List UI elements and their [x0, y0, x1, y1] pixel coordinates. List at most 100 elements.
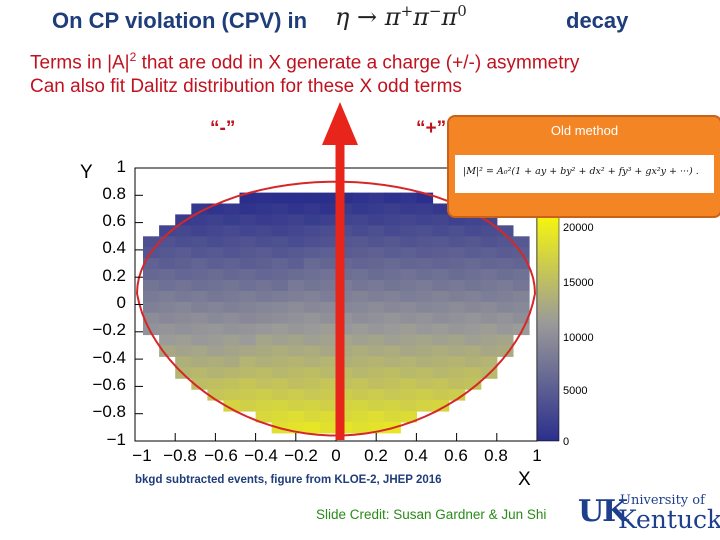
- heatmap-cell: [319, 214, 337, 226]
- heatmap-cell: [480, 258, 498, 270]
- heatmap-cell: [303, 367, 321, 379]
- heatmap-cell: [239, 225, 257, 237]
- heatmap-cell: [271, 345, 289, 357]
- heatmap-cell: [319, 411, 337, 423]
- heatmap-cell: [287, 345, 305, 357]
- heatmap-cell: [384, 411, 401, 423]
- heatmap-cell: [287, 378, 305, 390]
- pi-zero: π: [441, 3, 458, 31]
- heatmap-cell: [175, 323, 192, 336]
- heatmap-cell: [191, 378, 208, 390]
- heatmap-cell: [175, 312, 192, 325]
- heatmap-cell: [416, 236, 434, 248]
- heatmap-cell: [287, 247, 305, 259]
- heatmap-cell: [255, 279, 273, 292]
- heatmap-cell: [191, 258, 208, 270]
- heatmap-cell: [416, 279, 434, 292]
- heatmap-cell: [191, 225, 208, 237]
- heatmap-cell: [271, 334, 289, 346]
- heatmap-cell: [175, 290, 192, 303]
- heatmap-cell: [464, 378, 482, 390]
- heatmap-cell: [287, 411, 305, 423]
- heatmap-cell: [287, 192, 305, 205]
- heatmap-cell: [255, 269, 273, 281]
- heatmap-cell: [319, 192, 337, 205]
- x-tick-label: −0.8: [163, 446, 197, 465]
- heatmap-cell: [400, 236, 417, 248]
- heatmap-cell: [416, 269, 434, 281]
- heatmap-cell: [480, 334, 498, 346]
- heatmap-cell: [223, 279, 241, 292]
- heatmap-cell: [432, 312, 450, 325]
- heatmap-cell: [416, 378, 434, 390]
- heatmap-cell: [271, 301, 289, 314]
- heatmap-cell: [464, 236, 482, 248]
- minus-region-label: “-”: [210, 118, 236, 139]
- heatmap-cell: [223, 214, 241, 226]
- heatmap-cell: [496, 225, 514, 237]
- heatmap-cell: [303, 312, 321, 325]
- heatmap-cell: [352, 367, 369, 379]
- heatmap-cell: [319, 389, 337, 401]
- heatmap-cell: [255, 236, 273, 248]
- heatmap-cell: [448, 323, 466, 336]
- heatmap-cell: [303, 400, 321, 412]
- heatmap-cell: [416, 301, 434, 314]
- heatmap-cell: [191, 301, 208, 314]
- heatmap-cell: [319, 247, 337, 259]
- heatmap-cell: [159, 345, 176, 357]
- heatmap-cell: [255, 323, 273, 336]
- heatmap-cell: [319, 258, 337, 270]
- heatmap-cell: [448, 225, 466, 237]
- heatmap-cell: [480, 214, 498, 226]
- heatmap-cell: [271, 203, 289, 215]
- heatmap-cell: [400, 279, 417, 292]
- heatmap-cell: [384, 356, 401, 368]
- colorbar-tick-label: 10000: [563, 332, 594, 344]
- heatmap-cell: [319, 345, 337, 357]
- colorbar-tick-label: 5000: [563, 385, 588, 397]
- heatmap-cell: [207, 356, 225, 368]
- heatmap-cell: [464, 290, 482, 303]
- heatmap-cell: [448, 258, 466, 270]
- heatmap-cell: [271, 192, 289, 205]
- heatmap-cell: [159, 323, 176, 336]
- pi-plus: π: [384, 3, 401, 31]
- heatmap-cell: [175, 279, 192, 292]
- heatmap-cell: [271, 290, 289, 303]
- heatmap-cell: [384, 192, 401, 205]
- heatmap-cell: [239, 279, 257, 292]
- heatmap-cell: [319, 279, 337, 292]
- heatmap-cell: [512, 312, 530, 325]
- heatmap-cell: [271, 411, 289, 423]
- heatmap-cell: [255, 334, 273, 346]
- x-tick-label: −0.6: [204, 446, 238, 465]
- heatmap-cell: [448, 269, 466, 281]
- heatmap-cell: [368, 203, 385, 215]
- heatmap-cell: [207, 312, 225, 325]
- heatmap-cell: [432, 203, 450, 215]
- heatmap-cell: [432, 290, 450, 303]
- heatmap-cell: [400, 225, 417, 237]
- heatmap-cell: [400, 356, 417, 368]
- heatmap-cell: [352, 323, 369, 336]
- heatmap-cell: [352, 269, 369, 281]
- logo-kentucky: Kentucky.: [618, 505, 720, 534]
- heatmap-cell: [384, 269, 401, 281]
- x-tick-label: 0.4: [404, 446, 428, 465]
- heatmap-cell: [352, 334, 369, 346]
- heatmap-cell: [384, 225, 401, 237]
- heatmap-cell: [287, 236, 305, 248]
- heatmap-cell: [175, 345, 192, 357]
- heatmap-cell: [384, 236, 401, 248]
- heatmap-cell: [496, 290, 514, 303]
- minus-sign: −: [428, 2, 442, 20]
- heatmap-cell: [496, 334, 514, 346]
- heatmap-cell: [319, 421, 337, 434]
- heatmap-cell: [480, 290, 498, 303]
- heatmap-cell: [448, 279, 466, 292]
- heatmap-cell: [271, 225, 289, 237]
- heatmap-cell: [319, 269, 337, 281]
- heatmap-cell: [159, 225, 176, 237]
- heatmap-cell: [255, 203, 273, 215]
